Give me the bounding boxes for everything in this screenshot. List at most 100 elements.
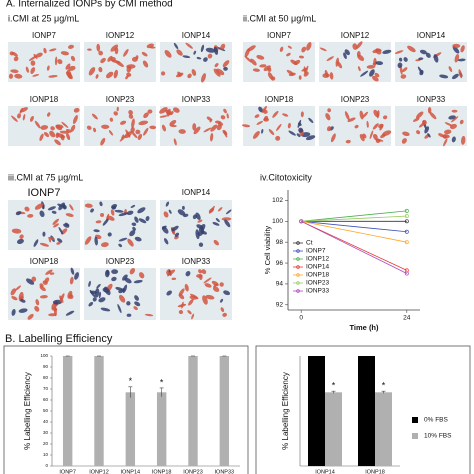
cell: [144, 313, 154, 317]
cell: [128, 114, 134, 119]
legend-label: 0% FBS: [424, 417, 449, 424]
cell: [267, 72, 274, 80]
cell: [135, 55, 139, 60]
cell: [95, 220, 102, 224]
cell: [89, 290, 97, 294]
point: [404, 219, 409, 224]
cell: [187, 73, 192, 79]
legend-label: IONP12: [306, 256, 330, 263]
cell: [181, 205, 185, 210]
cell: [208, 208, 215, 213]
cell: [448, 115, 456, 120]
x-tick-label: 0: [299, 315, 303, 322]
cell: [375, 61, 384, 66]
cell: [214, 63, 219, 68]
cell: [98, 297, 106, 303]
cell: [459, 119, 464, 125]
cell: [105, 71, 114, 79]
panel-title: iii.CMI at 75 μg/mL: [8, 172, 83, 182]
cell: [27, 313, 34, 320]
cell: [193, 50, 197, 55]
cell: [354, 124, 359, 129]
cell: [252, 131, 260, 139]
cell: [345, 139, 351, 144]
cell: [400, 74, 407, 79]
cell: [402, 131, 410, 137]
cell: [131, 118, 135, 129]
bar: [219, 356, 230, 466]
cell: [70, 55, 76, 62]
image-label: IONP18: [265, 95, 294, 104]
cell: [222, 312, 227, 317]
cell: [60, 134, 65, 141]
cell: [222, 60, 230, 68]
cell: [226, 113, 229, 119]
cell: [300, 111, 304, 118]
x-tick-label: IONP33: [215, 469, 235, 474]
cell: [66, 133, 71, 141]
image-label: IONP7: [32, 31, 57, 40]
cell: [293, 59, 301, 65]
cell: [452, 46, 460, 54]
cell: [185, 42, 193, 49]
cell: [68, 294, 74, 300]
cell: [210, 132, 214, 142]
cell: [120, 120, 127, 125]
cell: [448, 66, 453, 73]
cell: [9, 51, 14, 56]
cell: [98, 66, 103, 73]
y-axis-label: % Labelling Efficiency: [281, 372, 290, 450]
cell: [45, 269, 53, 275]
cell: [70, 124, 76, 132]
cell: [149, 125, 157, 130]
cell: [287, 122, 291, 129]
cell: [256, 54, 265, 60]
cell: [57, 238, 63, 243]
cell: [95, 74, 99, 79]
y-tick-label: 102: [272, 197, 283, 204]
cell: [198, 269, 203, 274]
cell: [288, 130, 296, 136]
cell: [111, 276, 117, 282]
cell: [102, 218, 109, 226]
cell: [379, 124, 384, 131]
cell: [118, 294, 126, 303]
cell: [107, 232, 112, 237]
cell: [100, 57, 106, 64]
cell: [131, 222, 137, 226]
legend-marker: [296, 249, 300, 253]
series-line: [301, 220, 407, 271]
cell: [203, 127, 212, 133]
image-label: IONP12: [106, 31, 135, 40]
cell: [61, 121, 69, 128]
cell: [442, 134, 450, 139]
cell: [173, 138, 177, 146]
cell: [164, 238, 169, 245]
bar: [94, 356, 104, 466]
cell: [73, 107, 80, 113]
cell: [165, 201, 170, 207]
cell: [130, 126, 135, 133]
cell: [102, 287, 110, 293]
x-tick-label: IONP14: [121, 469, 141, 474]
cell: [90, 208, 94, 213]
y-tick-label: 20: [43, 441, 49, 446]
cell: [39, 295, 48, 299]
bar: [325, 392, 342, 466]
cell: [268, 129, 275, 136]
cell: [52, 299, 62, 305]
x-axis-label: Time (h): [349, 323, 379, 332]
cell: [39, 242, 50, 247]
cell: [137, 133, 143, 141]
cell: [181, 301, 184, 309]
cell: [258, 106, 264, 113]
cell: [111, 203, 118, 209]
cell: [11, 228, 22, 234]
cell: [34, 305, 40, 312]
cell: [98, 50, 104, 56]
cell: [163, 211, 169, 218]
cell: [256, 120, 264, 125]
y-tick-label: 30: [43, 430, 49, 435]
